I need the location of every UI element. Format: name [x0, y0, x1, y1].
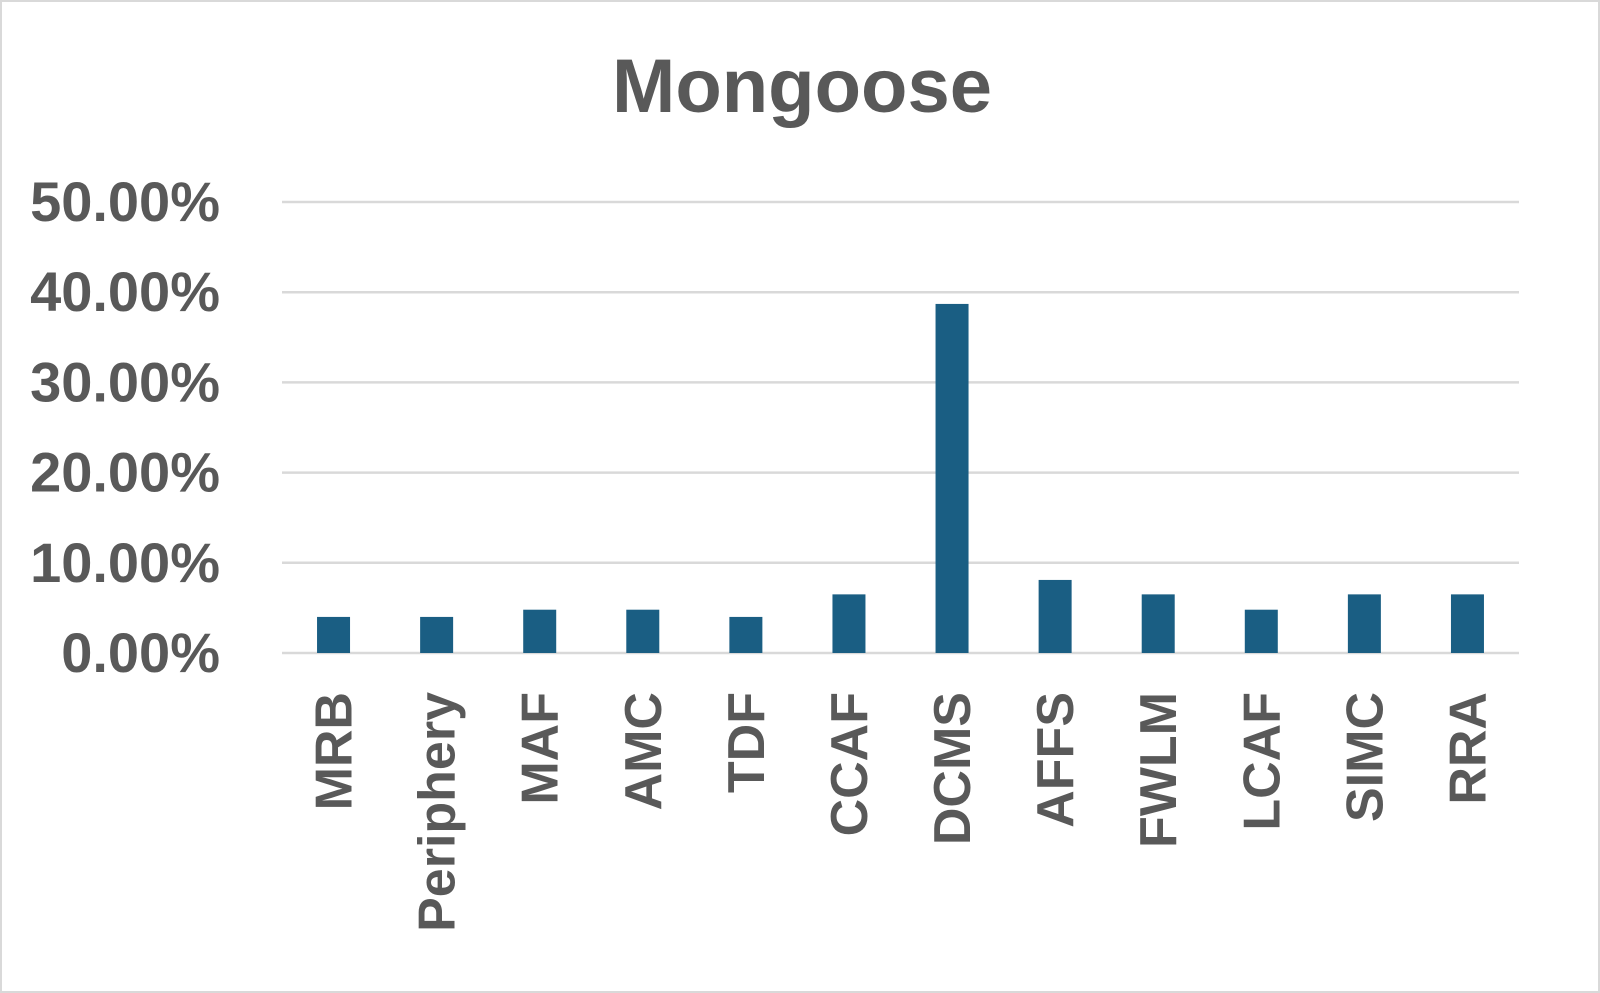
x-tick-label: LCAF: [1233, 692, 1291, 831]
x-tick-label: MAF: [512, 692, 570, 805]
y-tick-label: 0.00%: [61, 621, 220, 684]
bar-dcms: [935, 303, 969, 653]
bar-maf: [523, 609, 557, 653]
y-tick-label: 20.00%: [30, 441, 220, 504]
x-tick-label: FWLM: [1130, 692, 1188, 848]
bar-tdf: [729, 616, 763, 653]
chart-title: Mongoose: [612, 44, 992, 129]
x-tick-label: CCAF: [821, 692, 879, 836]
gridlines: [282, 200, 1519, 655]
y-tick-label: 10.00%: [30, 531, 220, 594]
x-tick-label: Periphery: [409, 692, 467, 932]
y-axis-ticks: 0.00% 10.00% 20.00% 30.00% 40.00% 50.00%: [30, 170, 220, 684]
y-tick-label: 40.00%: [30, 260, 220, 323]
bar-simc: [1347, 594, 1381, 653]
bar-affs: [1038, 579, 1072, 653]
bars: [317, 303, 1484, 653]
x-tick-label: AFFS: [1027, 692, 1085, 828]
x-tick-label: AMC: [615, 692, 673, 810]
x-tick-label: TDF: [718, 692, 776, 793]
bar-amc: [626, 609, 660, 653]
bar-fwlm: [1141, 594, 1175, 653]
bar-periphery: [420, 616, 454, 653]
x-tick-label: RRA: [1439, 692, 1497, 805]
x-tick-label: DCMS: [924, 692, 982, 845]
x-axis-labels: MRB Periphery MAF AMC TDF CCAF DCMS AFFS FWLM LCA…: [306, 692, 1498, 932]
bar-rra: [1450, 594, 1484, 653]
y-tick-label: 30.00%: [30, 350, 220, 413]
bar-ccaf: [832, 594, 866, 653]
bar-lcaf: [1244, 609, 1278, 653]
x-tick-label: SIMC: [1336, 692, 1394, 822]
bar-mrb: [317, 616, 351, 653]
y-tick-label: 50.00%: [30, 170, 220, 233]
x-tick-label: MRB: [306, 692, 364, 810]
